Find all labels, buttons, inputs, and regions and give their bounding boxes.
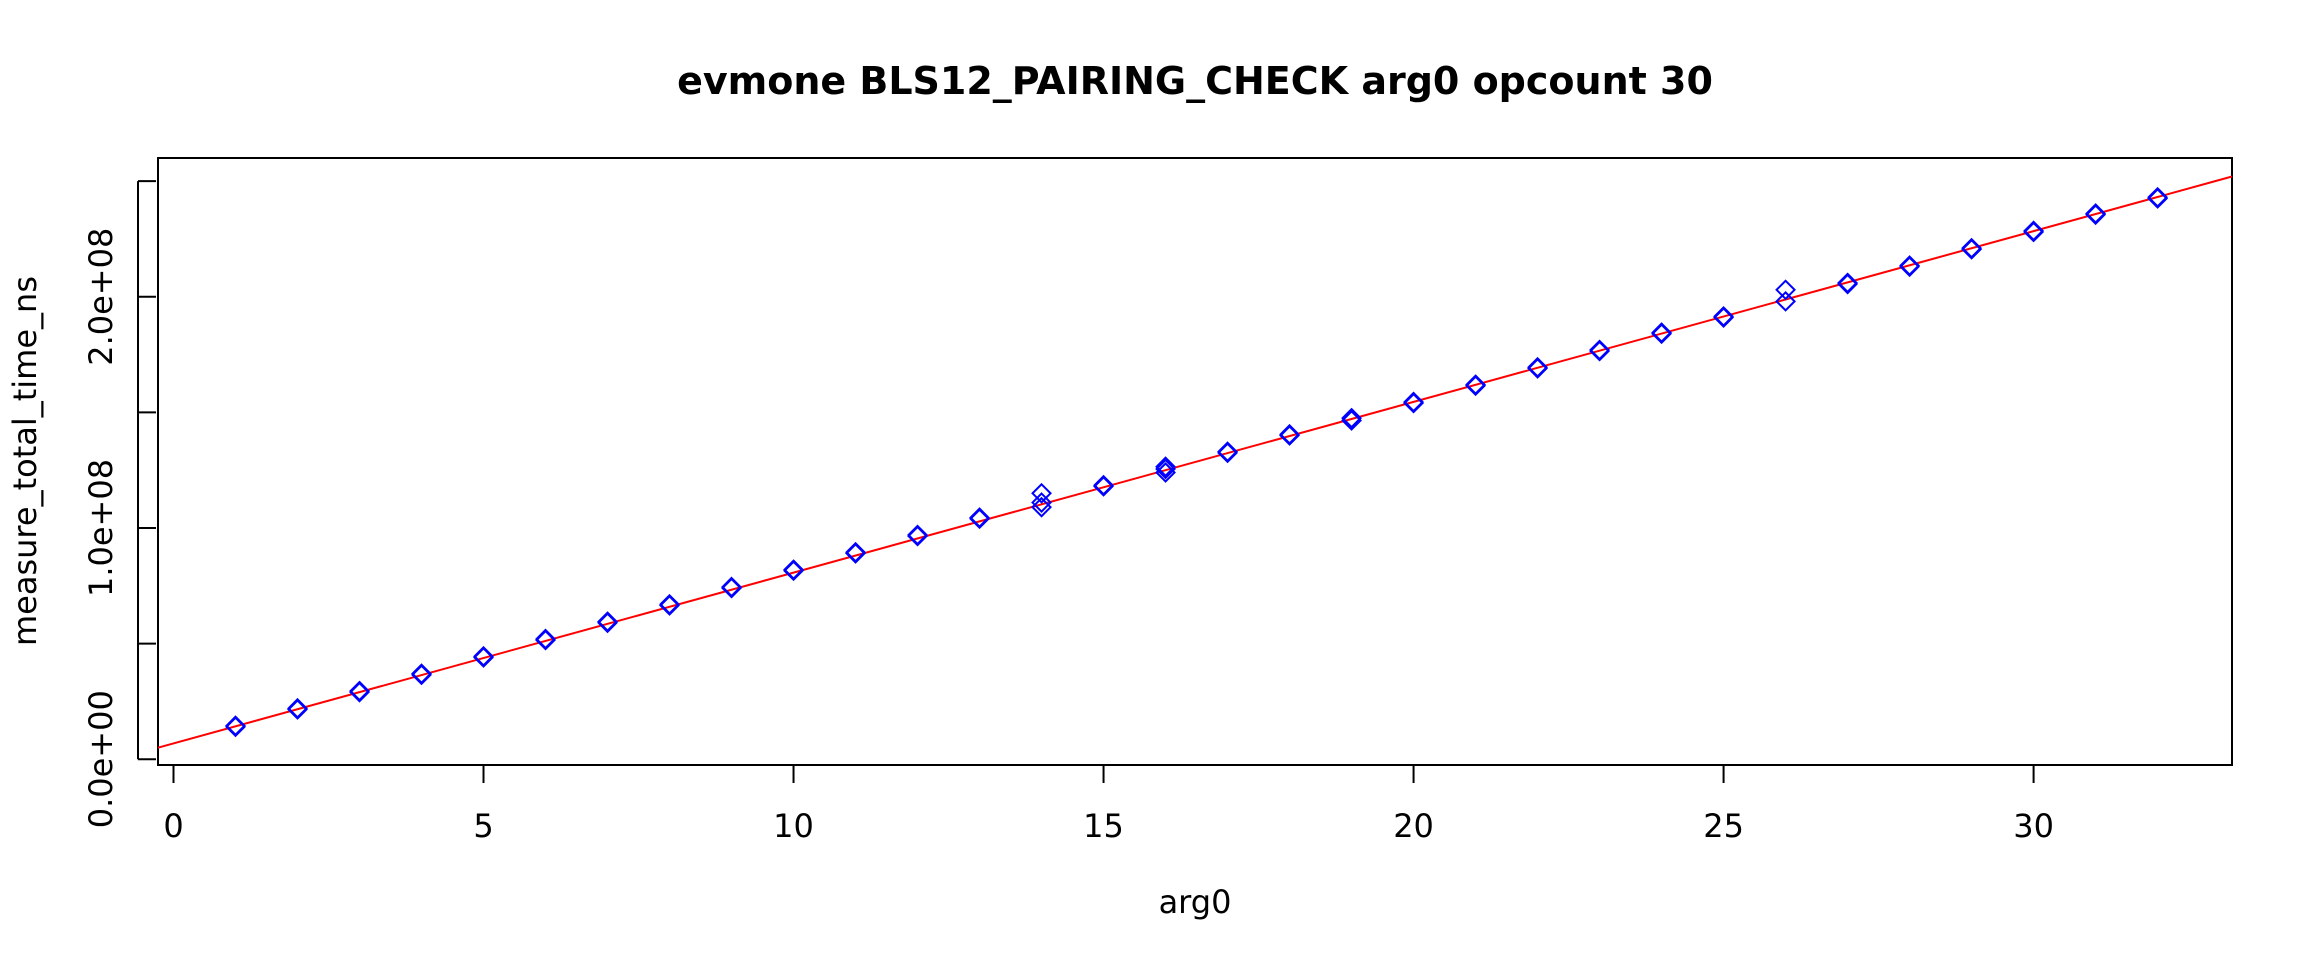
chart-title: evmone BLS12_PAIRING_CHECK arg0 opcount … <box>677 59 1713 103</box>
data-point <box>1155 458 1176 480</box>
x-tick-label: 20 <box>1393 807 1434 845</box>
data-point <box>1899 256 1920 278</box>
data-point <box>411 664 432 686</box>
data-point <box>349 681 370 703</box>
data-point <box>1403 392 1424 414</box>
y-axis-label: measure_total_time_ns <box>6 276 44 646</box>
data-point <box>473 647 494 668</box>
data-point <box>1837 273 1858 295</box>
data-point <box>1155 456 1176 478</box>
data-point <box>1775 279 1796 301</box>
data-point <box>1031 492 1052 513</box>
data-point <box>1465 375 1486 397</box>
data-point <box>1527 358 1548 379</box>
data-point <box>1341 407 1362 429</box>
x-tick-label: 5 <box>473 807 493 845</box>
data-point <box>783 559 804 581</box>
data-point <box>287 699 308 720</box>
data-point <box>1713 307 1734 328</box>
data-point <box>1031 482 1052 504</box>
fit-line <box>157 175 2233 749</box>
data-point <box>1775 290 1796 312</box>
data-point <box>1589 340 1610 362</box>
data-point <box>2023 221 2045 243</box>
data-point <box>845 541 866 563</box>
data-point <box>721 577 742 599</box>
data-point <box>2147 188 2169 209</box>
data-point <box>1279 425 1300 446</box>
data-point <box>1093 475 1114 497</box>
data-point <box>535 629 556 651</box>
data-point <box>1217 442 1238 464</box>
data-point <box>845 543 866 564</box>
fit-line-layer <box>157 175 2233 749</box>
x-tick-label: 10 <box>773 807 814 845</box>
data-point <box>783 560 804 582</box>
data-point <box>1961 238 1983 260</box>
x-tick-label: 15 <box>1083 807 1124 845</box>
x-tick-label: 30 <box>2013 807 2054 845</box>
data-point <box>659 595 680 616</box>
data-point <box>225 716 246 738</box>
x-tick-label: 0 <box>163 807 183 845</box>
data-point <box>907 525 928 547</box>
data-point <box>597 612 618 634</box>
y-tick-label: 2.0e+08 <box>82 228 120 366</box>
data-point <box>2085 204 2107 226</box>
data-point <box>969 508 990 530</box>
x-axis: 0 5 10 15 20 25 30 <box>163 764 2054 845</box>
x-tick-label: 25 <box>1703 807 1744 845</box>
y-axis: 0.0e+00 1.0e+08 2.0e+08 <box>82 180 156 828</box>
data-point <box>1341 410 1362 431</box>
data-point <box>1651 323 1672 345</box>
scatter-points <box>225 186 2169 738</box>
y-tick-label: 0.0e+00 <box>82 690 120 828</box>
y-tick-label: 1.0e+08 <box>82 459 120 597</box>
x-axis-label: arg0 <box>1159 883 1232 921</box>
